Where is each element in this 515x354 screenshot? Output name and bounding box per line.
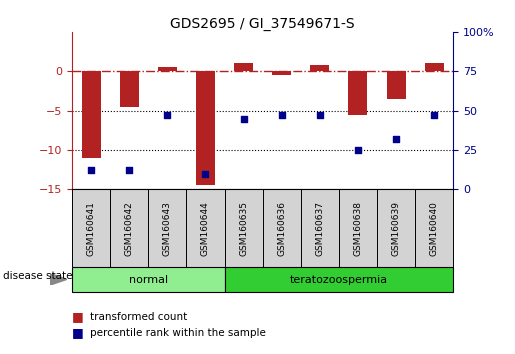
- Text: GSM160641: GSM160641: [87, 201, 96, 256]
- Text: GSM160635: GSM160635: [239, 201, 248, 256]
- Point: [163, 113, 171, 118]
- Bar: [310, 65, 330, 71]
- Title: GDS2695 / GI_37549671-S: GDS2695 / GI_37549671-S: [170, 17, 355, 31]
- Bar: [272, 71, 291, 75]
- Bar: [348, 71, 367, 115]
- Point: [201, 171, 210, 177]
- Text: GSM160644: GSM160644: [201, 201, 210, 256]
- Text: GSM160637: GSM160637: [315, 201, 324, 256]
- Point: [278, 113, 286, 118]
- Point: [430, 113, 438, 118]
- Bar: [424, 63, 443, 71]
- Text: GSM160636: GSM160636: [277, 201, 286, 256]
- Point: [125, 168, 133, 173]
- Text: normal: normal: [129, 275, 168, 285]
- Text: transformed count: transformed count: [90, 312, 187, 322]
- Point: [87, 168, 95, 173]
- Text: GSM160638: GSM160638: [353, 201, 363, 256]
- Point: [239, 116, 248, 121]
- Text: GSM160642: GSM160642: [125, 201, 134, 256]
- Text: disease state: disease state: [3, 271, 72, 281]
- Text: ■: ■: [72, 326, 84, 339]
- Text: GSM160643: GSM160643: [163, 201, 172, 256]
- Bar: [386, 71, 405, 99]
- Text: ■: ■: [72, 310, 84, 323]
- Text: teratozoospermia: teratozoospermia: [290, 275, 388, 285]
- Point: [354, 147, 362, 153]
- Polygon shape: [50, 274, 67, 285]
- Bar: [225, 267, 453, 292]
- Bar: [72, 267, 225, 292]
- Point: [392, 136, 400, 142]
- Bar: [234, 63, 253, 71]
- Bar: [158, 67, 177, 71]
- Text: GSM160640: GSM160640: [430, 201, 439, 256]
- Text: percentile rank within the sample: percentile rank within the sample: [90, 328, 266, 338]
- Point: [316, 113, 324, 118]
- Bar: [119, 71, 139, 107]
- Text: GSM160639: GSM160639: [391, 201, 401, 256]
- Bar: [81, 71, 100, 158]
- Bar: [196, 71, 215, 185]
